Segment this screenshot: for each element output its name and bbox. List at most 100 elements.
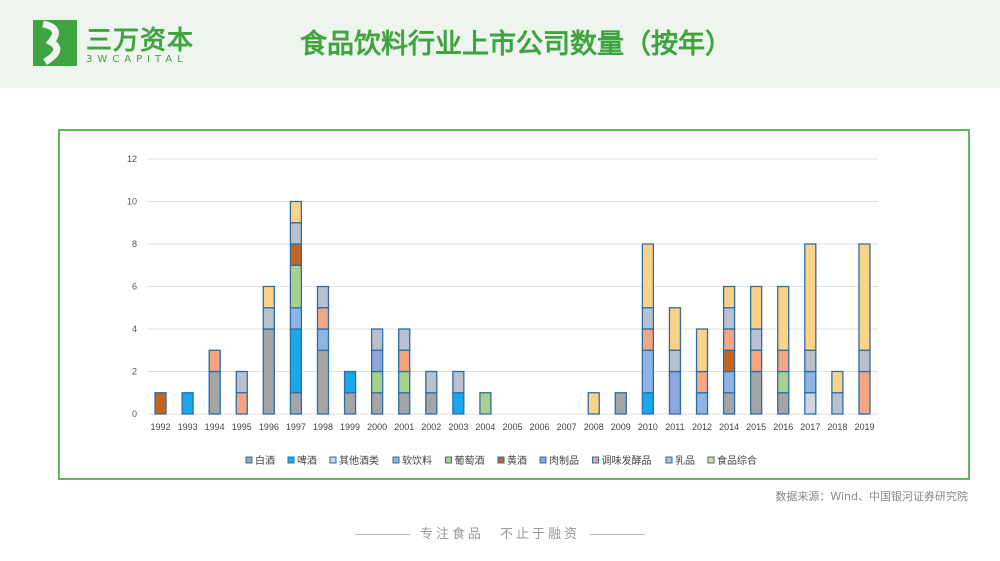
bar-segment — [641, 349, 655, 394]
x-tick-label: 2019 — [854, 422, 874, 432]
x-tick-label: 1998 — [313, 422, 333, 432]
bar-segment — [777, 285, 790, 351]
legend-swatch — [592, 456, 599, 464]
bar-segment — [343, 392, 357, 415]
bar-segment — [641, 307, 655, 330]
source-note: 数据来源：Wind、中国银河证券研究院 — [775, 490, 968, 503]
footer-slogan: 专注食品 不止于融资 — [0, 523, 1000, 542]
bar-segment — [398, 370, 411, 394]
bar-segment — [479, 392, 492, 415]
bar-segment — [858, 349, 871, 373]
bar-segment — [425, 392, 438, 415]
bar-segment — [750, 285, 763, 330]
legend-swatch — [329, 456, 337, 464]
legend-swatch — [665, 456, 673, 464]
logo-text: 三万资本 — [86, 26, 195, 56]
bar-segment — [831, 392, 844, 415]
bar-segment — [289, 392, 303, 415]
x-tick-label: 2006 — [530, 422, 550, 432]
logo-subtext: 3WCAPITAL — [86, 54, 188, 65]
legend-swatch — [497, 456, 505, 464]
legend-label: 白酒 — [255, 454, 275, 467]
legend-label: 其他酒类 — [339, 454, 379, 467]
x-tick-label: 2001 — [394, 422, 414, 432]
x-tick-label: 2008 — [584, 422, 604, 432]
legend-label: 调味发酵品 — [602, 454, 652, 467]
x-tick-label: 1992 — [151, 422, 171, 432]
legend-swatch — [245, 456, 253, 464]
bar-segment — [316, 349, 330, 415]
bar-segment — [668, 370, 682, 415]
bar-segment — [316, 328, 330, 351]
bar-segment — [722, 392, 736, 415]
legend-swatch — [707, 456, 715, 464]
bar-segment — [587, 392, 600, 415]
bar-segment — [262, 328, 275, 415]
legend-swatch — [445, 456, 452, 464]
x-tick-label: 1999 — [340, 422, 360, 432]
legend-label: 啤酒 — [297, 455, 317, 467]
x-tick-label: 2016 — [773, 422, 793, 432]
bar-segment — [858, 370, 871, 415]
bar-segment — [804, 392, 817, 415]
bar-segment — [370, 392, 384, 415]
bar-segment — [208, 349, 221, 373]
x-tick-label: 1996 — [259, 422, 279, 432]
bar-segment — [750, 370, 763, 415]
logo-icon — [33, 20, 77, 66]
bar-segment — [235, 370, 248, 394]
legend-swatch — [392, 456, 400, 464]
bar-segment — [614, 392, 627, 415]
bar-segment — [370, 370, 384, 394]
bar-segment — [641, 243, 655, 309]
bar-segment — [425, 370, 438, 394]
bar-segment — [831, 370, 844, 394]
x-tick-label: 1993 — [178, 422, 198, 432]
bar-segment — [668, 307, 682, 351]
legend-label: 食品综合 — [717, 454, 757, 467]
x-tick-label: 2003 — [448, 422, 468, 432]
legend-swatch — [287, 456, 295, 464]
bar-segment — [398, 349, 411, 373]
bar-segment — [343, 370, 357, 394]
page-title: 食品饮料行业上市公司数量（按年） — [300, 29, 732, 60]
bar-segment — [289, 328, 303, 394]
bar-segment — [316, 307, 330, 330]
bar-segment — [695, 370, 709, 394]
y-tick-label: 12 — [127, 154, 137, 164]
y-tick-label: 0 — [132, 409, 137, 419]
bar-segment — [722, 328, 736, 351]
bar-segment — [181, 392, 194, 415]
y-tick-label: 10 — [127, 197, 137, 207]
bar-segment — [289, 264, 303, 309]
legend-label: 乳品 — [675, 454, 695, 467]
legend-label: 黄酒 — [507, 454, 527, 467]
bar-segment — [235, 392, 248, 415]
x-tick-label: 2004 — [475, 422, 495, 432]
bar-segment — [804, 349, 817, 373]
bar-segment — [370, 349, 384, 373]
chart-frame — [58, 129, 970, 480]
footer-text: 专注食品 不止于融资 — [419, 527, 580, 542]
bar-segment — [722, 285, 736, 309]
x-tick-label: 2009 — [611, 422, 631, 432]
bar-segment — [750, 349, 763, 373]
x-tick-label: 2015 — [746, 422, 766, 432]
x-tick-label: 2000 — [367, 422, 387, 432]
x-tick-label: 2012 — [692, 422, 712, 432]
bar-segment — [641, 392, 655, 415]
bar-segment — [398, 328, 411, 351]
y-tick-label: 2 — [132, 367, 137, 377]
bar-segment — [452, 370, 465, 394]
legend-label: 肉制品 — [549, 454, 579, 467]
x-tick-label: 2014 — [719, 422, 739, 432]
bar-segment — [452, 392, 465, 415]
bar-segment — [289, 243, 303, 266]
bar-segment — [208, 370, 221, 415]
bar-segment — [777, 349, 790, 373]
bar-segment — [777, 392, 790, 415]
bar-segment — [289, 307, 303, 330]
legend-label: 软饮料 — [402, 454, 432, 467]
bar-segment — [858, 243, 871, 351]
